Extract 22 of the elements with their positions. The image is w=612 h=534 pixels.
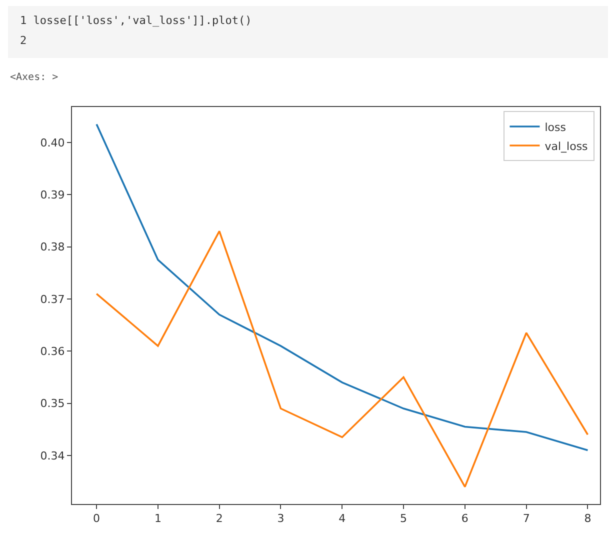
y-tick-label: 0.36: [40, 345, 65, 358]
legend-label: loss: [544, 120, 566, 134]
y-tick-label: 0.35: [40, 397, 65, 410]
y-tick-label: 0.40: [40, 136, 65, 150]
x-tick-label: 1: [154, 512, 162, 526]
x-tick-label: 0: [93, 512, 100, 526]
x-tick-label: 5: [400, 512, 408, 526]
x-tick-label: 7: [522, 512, 530, 526]
y-tick-label: 0.37: [40, 292, 65, 306]
x-tick-label: 2: [216, 512, 223, 526]
x-tick-label: 8: [584, 512, 592, 526]
y-tick-label: 0.38: [40, 240, 65, 254]
line-series: [96, 230, 589, 488]
x-tick-label: 6: [461, 512, 468, 526]
y-tick-label: 0.34: [40, 449, 65, 462]
text: <Axes: >: [10, 72, 58, 83]
x-tick-label: 3: [277, 512, 284, 526]
y-tick-label: 0.39: [40, 188, 65, 202]
code-cell: 1 losse[['loss','val_loss']].plot() 2: [8, 6, 608, 58]
x-tick-label: 4: [338, 512, 346, 526]
line-series: [96, 123, 589, 452]
legend-label: val_loss: [544, 140, 588, 153]
